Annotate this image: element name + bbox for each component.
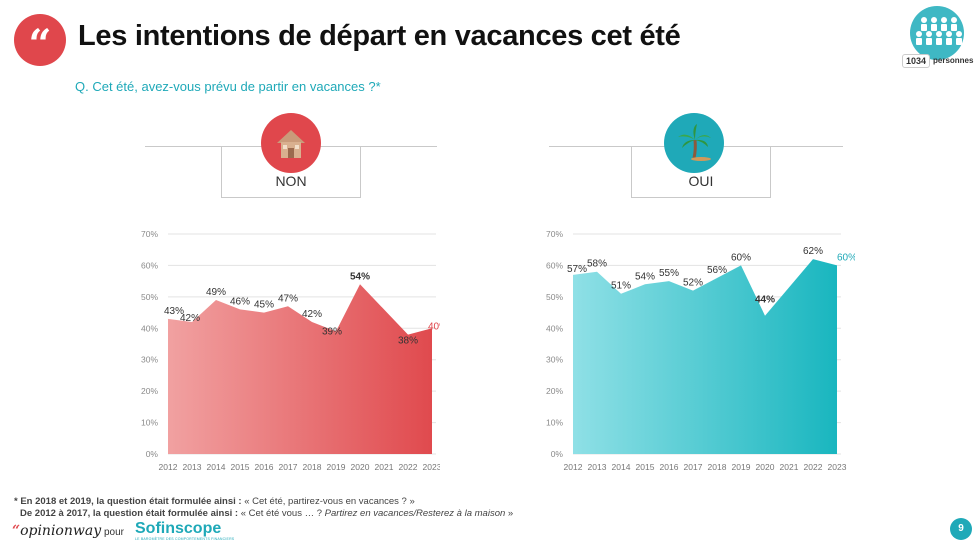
opinionway-name: opinionway — [20, 523, 102, 539]
non-data-label: 54% — [350, 271, 370, 282]
non-ytick-label: 50% — [141, 292, 158, 302]
oui-ytick-label: 70% — [546, 229, 563, 239]
non-data-label: 39% — [322, 326, 342, 337]
oui-xtick-label: 2017 — [684, 462, 703, 472]
oui-xtick-label: 2019 — [732, 462, 751, 472]
non-xtick-label: 2014 — [207, 462, 226, 472]
footnote-1: * En 2018 et 2019, la question était for… — [14, 496, 415, 507]
house-icon — [277, 130, 305, 158]
sample-label: personnes — [933, 56, 974, 65]
footnote-2-text: « Cet été vous … ? — [240, 508, 325, 519]
oui-xtick-label: 2018 — [708, 462, 727, 472]
oui-xtick-label: 2012 — [564, 462, 583, 472]
non-data-label: 43% — [164, 306, 184, 317]
oui-data-label: 62% — [803, 246, 823, 257]
oui-divider-right — [771, 146, 843, 147]
non-xtick-label: 2023 — [423, 462, 440, 472]
non-xtick-label: 2017 — [279, 462, 298, 472]
non-area — [168, 284, 432, 454]
non-xtick-label: 2012 — [159, 462, 178, 472]
footnote-2-bold: De 2012 à 2017, la question était formul… — [20, 508, 241, 519]
non-divider-left — [145, 146, 221, 147]
oui-data-label: 55% — [659, 268, 679, 279]
oui-ytick-label: 50% — [546, 292, 563, 302]
non-category-circle — [261, 113, 321, 173]
oui-xtick-label: 2016 — [660, 462, 679, 472]
oui-data-label: 56% — [707, 265, 727, 276]
oui-ytick-label: 40% — [546, 323, 563, 333]
non-xtick-label: 2021 — [375, 462, 394, 472]
non-xtick-label: 2018 — [303, 462, 322, 472]
oui-ytick-label: 20% — [546, 386, 563, 396]
oui-xtick-label: 2015 — [636, 462, 655, 472]
non-ytick-label: 10% — [141, 418, 158, 428]
oui-xtick-label: 2014 — [612, 462, 631, 472]
non-ytick-label: 20% — [141, 386, 158, 396]
oui-xtick-label: 2013 — [588, 462, 607, 472]
oui-ytick-label: 60% — [546, 260, 563, 270]
non-xtick-label: 2015 — [231, 462, 250, 472]
oui-xtick-label: 2021 — [780, 462, 799, 472]
footnote-2-end: » — [505, 508, 514, 519]
footnote-1-text: « Cet été, partirez-vous en vacances ? » — [244, 496, 415, 507]
oui-ytick-label: 10% — [546, 418, 563, 428]
quote-icon: “ — [14, 14, 66, 68]
sample-size-badge: 1034 personnes — [896, 6, 976, 76]
non-ytick-label: 60% — [141, 260, 158, 270]
oui-data-label: 54% — [635, 271, 655, 282]
oui-data-label: 44% — [755, 295, 775, 306]
survey-question: Q. Cet été, avez-vous prévu de partir en… — [75, 79, 381, 94]
sofinscope-subtitle: LE BAROMÈTRE DES COMPORTEMENTS FINANCIER… — [135, 537, 235, 541]
oui-data-label: 58% — [587, 259, 607, 270]
sample-count: 1034 — [902, 54, 931, 68]
non-data-label: 42% — [180, 313, 200, 324]
non-xtick-label: 2019 — [327, 462, 346, 472]
non-divider-right — [361, 146, 437, 147]
non-ytick-label: 40% — [141, 323, 158, 333]
oui-data-label: 57% — [567, 264, 587, 275]
oui-xtick-label: 2020 — [756, 462, 775, 472]
chart-non: 0% 10% 20% 30% 40% 50% 60% 70% 2012 2013 2014 2015 2… — [141, 229, 440, 472]
oui-xtick-label: 2022 — [804, 462, 823, 472]
oui-ytick-label: 0% — [551, 449, 564, 459]
footnote-2: De 2012 à 2017, la question était formul… — [20, 508, 513, 519]
non-xtick-label: 2022 — [399, 462, 418, 472]
oui-category-circle — [664, 113, 724, 173]
oui-area — [573, 259, 837, 454]
oui-data-label: 51% — [611, 281, 631, 292]
oui-ytick-label: 30% — [546, 355, 563, 365]
non-data-label: 38% — [398, 336, 418, 347]
oui-data-label: 52% — [683, 278, 703, 289]
page-number: 9 — [950, 518, 972, 540]
footnote-2-italic: Partirez en vacances/Resterez à la maiso… — [324, 508, 506, 519]
non-ytick-label: 70% — [141, 229, 158, 239]
non-data-label: 40% — [428, 321, 440, 332]
page-title: Les intentions de départ en vacances cet… — [78, 20, 681, 52]
non-label: NON — [275, 173, 307, 189]
oui-data-label: 60% — [731, 252, 751, 263]
sofinscope-logo: Sofinscope — [135, 520, 222, 537]
non-data-label: 45% — [254, 300, 274, 311]
non-ytick-label: 30% — [141, 355, 158, 365]
non-data-label: 47% — [278, 293, 298, 304]
oui-data-label: 60% — [837, 252, 855, 263]
oui-divider-left — [549, 146, 631, 147]
footnote-1-bold: * En 2018 et 2019, la question était for… — [14, 496, 245, 507]
people-group-icon — [916, 17, 962, 45]
non-xtick-label: 2013 — [183, 462, 202, 472]
non-data-label: 42% — [302, 309, 322, 320]
oui-xtick-label: 2023 — [828, 462, 847, 472]
non-data-label: 49% — [206, 287, 226, 298]
oui-label: OUI — [688, 173, 714, 189]
non-xtick-label: 2020 — [351, 462, 370, 472]
non-xtick-label: 2016 — [255, 462, 274, 472]
non-data-label: 46% — [230, 296, 250, 307]
non-ytick-label: 0% — [146, 449, 159, 459]
palm-tree-icon — [678, 124, 711, 161]
opinionway-quote: “ — [12, 523, 21, 539]
opinionway-logo: “opinionway — [12, 523, 101, 539]
chart-oui: 0% 10% 20% 30% 40% 50% 60% 70% 2012 2013 2014 2015 2… — [546, 229, 855, 472]
brand-pour: pour — [104, 527, 125, 538]
